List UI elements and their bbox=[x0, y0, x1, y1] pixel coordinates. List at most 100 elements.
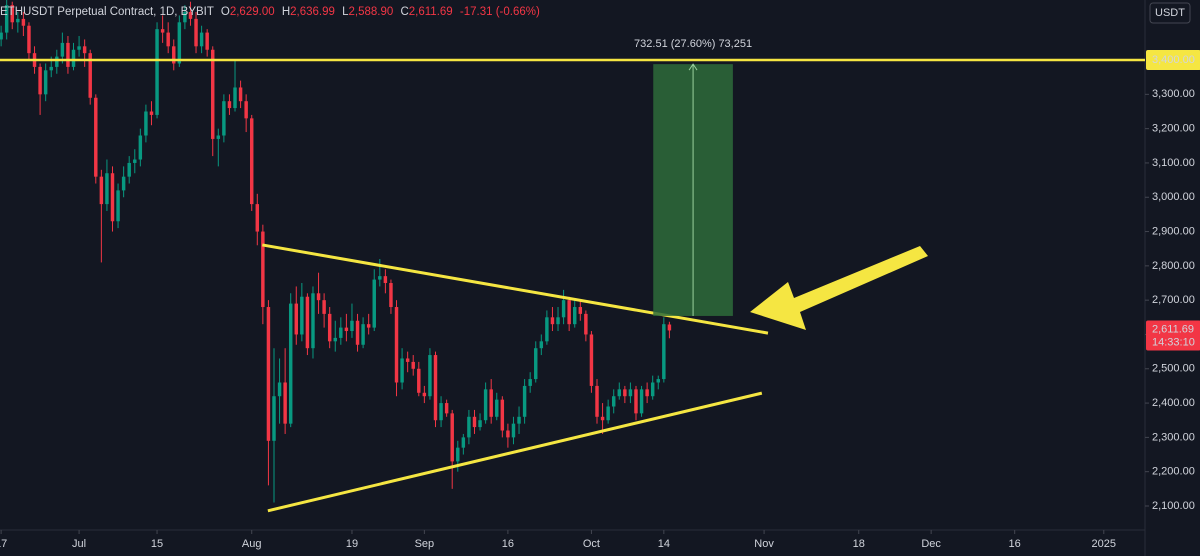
last-price-box bbox=[1146, 320, 1200, 351]
candle-body bbox=[199, 32, 204, 47]
candle-body bbox=[478, 420, 482, 428]
x-tick-label: 16 bbox=[502, 538, 514, 550]
candle-body bbox=[422, 392, 427, 397]
y-tick-label: 2,400.00 bbox=[1152, 397, 1195, 409]
candle-body bbox=[450, 413, 454, 462]
candle-body bbox=[428, 355, 432, 397]
candle-body bbox=[589, 334, 594, 386]
candle-body bbox=[645, 389, 649, 397]
candle-body bbox=[244, 101, 248, 119]
candle-body bbox=[49, 66, 53, 71]
hline-label: 3,400.00 bbox=[1152, 54, 1195, 66]
candle-body bbox=[0, 32, 3, 40]
candle-body bbox=[4, 5, 9, 33]
candle-body bbox=[194, 18, 198, 47]
candle-body bbox=[105, 173, 109, 205]
candle-body bbox=[617, 389, 622, 397]
candle-body bbox=[222, 101, 226, 136]
high-label: H bbox=[282, 6, 290, 18]
candle-body bbox=[372, 279, 376, 328]
candle-body bbox=[188, 12, 193, 19]
candle-body bbox=[127, 162, 131, 177]
close-value: 2,611.69 bbox=[409, 6, 453, 18]
candle-body bbox=[545, 317, 549, 342]
y-tick-label: 3,200.00 bbox=[1152, 123, 1195, 135]
candle-body bbox=[327, 313, 332, 342]
currency-button[interactable] bbox=[1149, 2, 1191, 24]
x-tick-label: Jul bbox=[72, 538, 86, 550]
candle-body bbox=[383, 276, 388, 284]
candle-body bbox=[483, 389, 488, 421]
candle-body bbox=[600, 416, 605, 421]
candle-body bbox=[205, 32, 209, 50]
candle-body bbox=[211, 49, 215, 139]
y-tick-label: 2,500.00 bbox=[1152, 363, 1195, 375]
low-label: L bbox=[342, 6, 349, 18]
candle-body bbox=[277, 382, 282, 397]
marks bbox=[0, 0, 672, 503]
x-tick-label: Nov bbox=[754, 538, 774, 550]
candle-body bbox=[472, 416, 477, 428]
candle-body bbox=[94, 97, 98, 177]
candle-body bbox=[534, 348, 538, 380]
x-tick-label: Sep bbox=[415, 538, 435, 550]
candle-body bbox=[16, 18, 20, 23]
candle-body bbox=[567, 300, 571, 325]
candle-body bbox=[10, 5, 14, 23]
candle-body bbox=[266, 307, 271, 441]
currency[interactable]: USDT bbox=[1155, 7, 1185, 19]
candle-body bbox=[628, 389, 633, 397]
axes: 2,100.00 2,200.00 2,300.00 2,400.00 2,500.00… bbox=[0, 50, 1200, 550]
x-tick-label: 18 bbox=[853, 538, 865, 550]
candle-body bbox=[550, 317, 555, 325]
y-tick-label: 2,200.00 bbox=[1152, 466, 1195, 478]
candle-body bbox=[71, 49, 76, 67]
y-tick-label: 2,100.00 bbox=[1152, 500, 1195, 512]
candle-body bbox=[405, 358, 410, 362]
candle-body bbox=[121, 176, 126, 191]
candle-body bbox=[172, 46, 176, 64]
candle-body bbox=[27, 25, 31, 54]
trend-line bbox=[267, 391, 763, 513]
y-tick-label: 2,900.00 bbox=[1152, 225, 1195, 237]
candle-body bbox=[133, 159, 137, 163]
candle-body bbox=[361, 324, 365, 345]
candle-body bbox=[21, 18, 26, 26]
candle-body bbox=[160, 29, 165, 33]
candle-body bbox=[294, 303, 299, 335]
candle-body bbox=[255, 204, 260, 232]
candle-body bbox=[272, 396, 276, 441]
candle-body bbox=[461, 437, 466, 448]
candle-body bbox=[561, 300, 566, 318]
close-label: C bbox=[400, 6, 408, 18]
y-tick-label: 2,700.00 bbox=[1152, 294, 1195, 306]
candle-body bbox=[339, 327, 343, 338]
open-value: 2,629.00 bbox=[230, 6, 275, 18]
candle-body bbox=[400, 358, 404, 383]
x-tick-label: 15 bbox=[151, 538, 163, 550]
candle-body bbox=[261, 231, 265, 308]
candle-body bbox=[77, 46, 81, 50]
candle-body bbox=[506, 430, 510, 438]
candle-body bbox=[66, 42, 70, 67]
arrow bbox=[750, 246, 928, 330]
candle-body bbox=[249, 118, 254, 205]
hline-label-box bbox=[1146, 50, 1200, 71]
y-tick-label: 3,300.00 bbox=[1152, 88, 1195, 100]
candle-body bbox=[394, 307, 399, 383]
candle-body bbox=[43, 70, 48, 95]
candle-body bbox=[322, 300, 326, 314]
candle-body bbox=[489, 389, 493, 417]
candle-body bbox=[60, 42, 65, 57]
candle-body bbox=[578, 307, 583, 314]
candle-body bbox=[662, 324, 666, 380]
candle-body bbox=[88, 53, 92, 98]
candle-body bbox=[38, 66, 42, 95]
candle-body bbox=[227, 101, 232, 109]
x-tick-label: 14 bbox=[658, 538, 670, 550]
open-label: O bbox=[221, 6, 230, 18]
candle-body bbox=[355, 320, 360, 345]
candle-body bbox=[305, 296, 310, 349]
candle-body bbox=[389, 283, 393, 308]
x-tick-label: 19 bbox=[346, 538, 358, 550]
